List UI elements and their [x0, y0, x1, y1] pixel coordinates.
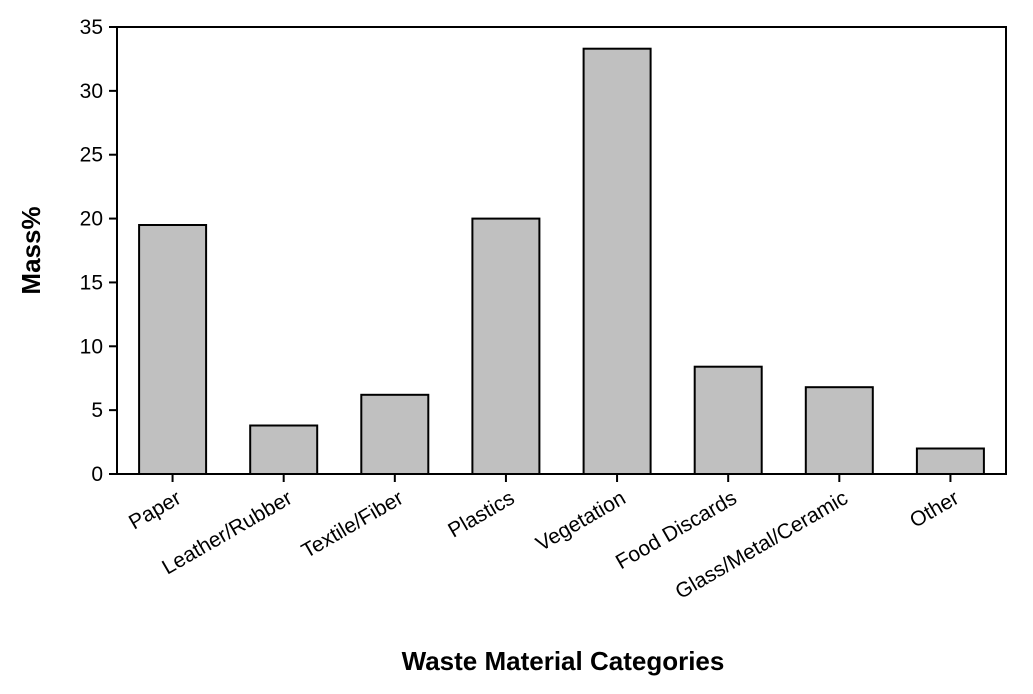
bars — [138, 47, 985, 476]
bar-vegetation — [582, 47, 652, 475]
y-tick-label: 20 — [80, 208, 103, 231]
y-tick-label: 15 — [80, 271, 103, 294]
y-axis: 0 5 10 15 20 25 30 35 — [80, 16, 117, 486]
y-tick-label: 5 — [91, 399, 103, 422]
bar-leather-rubber — [249, 424, 319, 475]
y-tick-label: 30 — [80, 80, 103, 103]
bar-glass-metal-ceramic — [804, 386, 874, 476]
y-tick-label: 0 — [91, 463, 103, 486]
bar-paper — [138, 224, 208, 475]
bar-textile-fiber — [360, 393, 430, 475]
plot-frame — [116, 26, 1007, 475]
x-tick-label: Textile/Fiber — [298, 486, 408, 563]
bar-other — [915, 447, 985, 475]
x-tick-label: Vegetation — [532, 486, 629, 556]
x-tick-label: Plastics — [444, 486, 518, 542]
bar-plastics — [471, 217, 541, 475]
bar-food-discards — [693, 365, 763, 476]
y-tick-label: 35 — [80, 16, 103, 39]
y-axis-title: Mass% — [16, 206, 46, 294]
y-tick-label: 10 — [80, 335, 103, 358]
x-axis-title: Waste Material Categories — [402, 646, 725, 676]
y-tick-label: 25 — [80, 144, 103, 167]
x-tick-label: Paper — [125, 486, 185, 534]
x-tick-label: Other — [906, 486, 963, 532]
